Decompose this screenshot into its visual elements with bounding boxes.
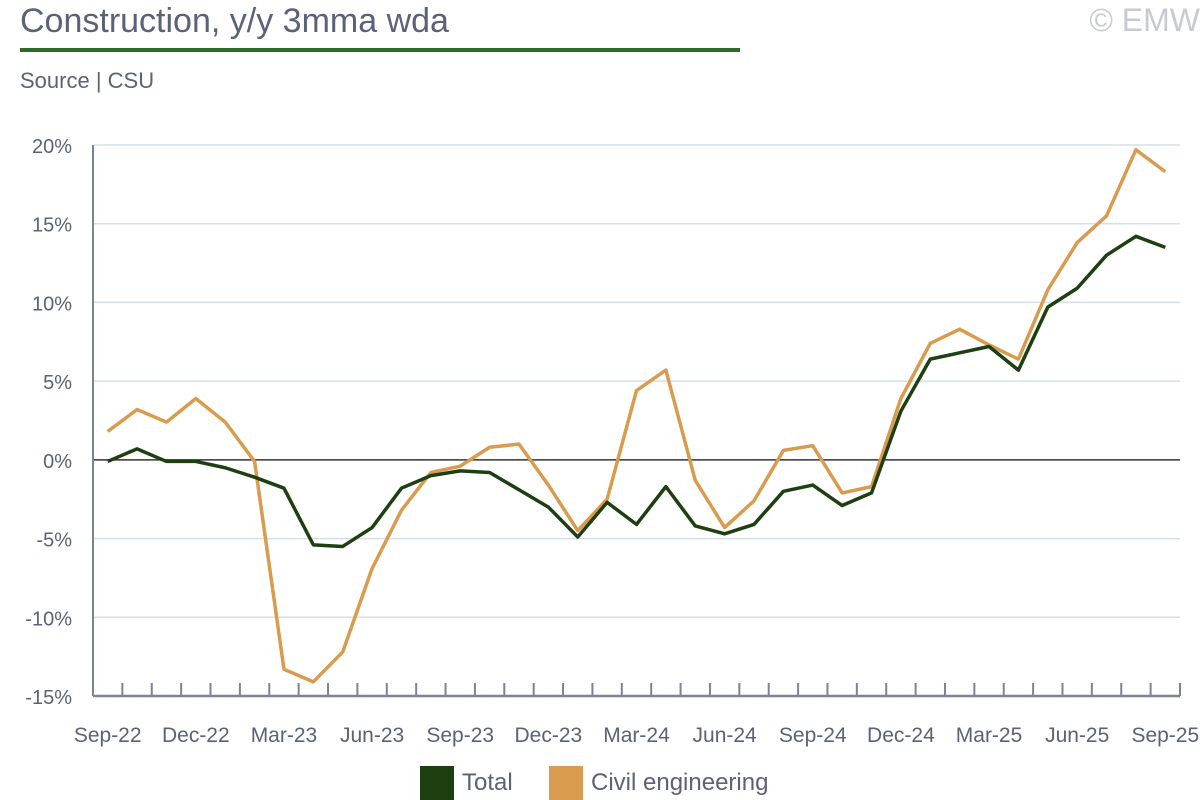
x-tick-label: Mar-25 — [956, 724, 1023, 747]
title-underline — [20, 48, 740, 52]
chart-title: Construction, y/y 3mma wda — [20, 2, 449, 40]
x-tick-label: Jun-24 — [693, 724, 758, 747]
x-tick-label: Dec-23 — [515, 724, 583, 747]
y-tick-label: -15% — [25, 687, 72, 709]
x-tick-label: Sep-23 — [426, 724, 494, 747]
y-tick-label: 5% — [43, 372, 72, 394]
legend-swatch-total — [420, 766, 454, 800]
y-tick-label: 15% — [32, 215, 72, 237]
source-label: Source | CSU — [20, 68, 155, 93]
x-tick-label: Mar-23 — [251, 724, 318, 747]
legend-label-total: Total — [462, 769, 513, 796]
x-tick-label: Sep-24 — [779, 724, 847, 747]
legend-item-civil-engineering: Civil engineering — [549, 766, 768, 800]
series-line-civil-engineering — [106, 147, 1167, 684]
legend-label-civil-engineering: Civil engineering — [591, 769, 769, 796]
x-tick-label: Dec-22 — [162, 724, 230, 747]
x-tick-label: Jun-23 — [340, 724, 404, 747]
x-tick-label: Dec-24 — [867, 724, 935, 747]
y-tick-label: -10% — [25, 608, 72, 630]
copyright-watermark: © EMW — [1089, 2, 1200, 38]
y-tick-label: 0% — [43, 451, 72, 473]
x-tick-label: Jun-25 — [1045, 724, 1109, 747]
x-tick-label: Sep-25 — [1131, 724, 1199, 747]
legend-item-total: Total — [420, 766, 513, 800]
legend-swatch-civil-engineering — [549, 766, 583, 800]
y-tick-label: 20% — [32, 136, 72, 158]
x-tick-label: Mar-24 — [603, 724, 670, 747]
y-tick-label: -5% — [36, 530, 72, 552]
y-tick-label: 10% — [32, 293, 72, 315]
series-line-total — [106, 234, 1166, 549]
x-tick-label: Sep-22 — [74, 724, 142, 747]
